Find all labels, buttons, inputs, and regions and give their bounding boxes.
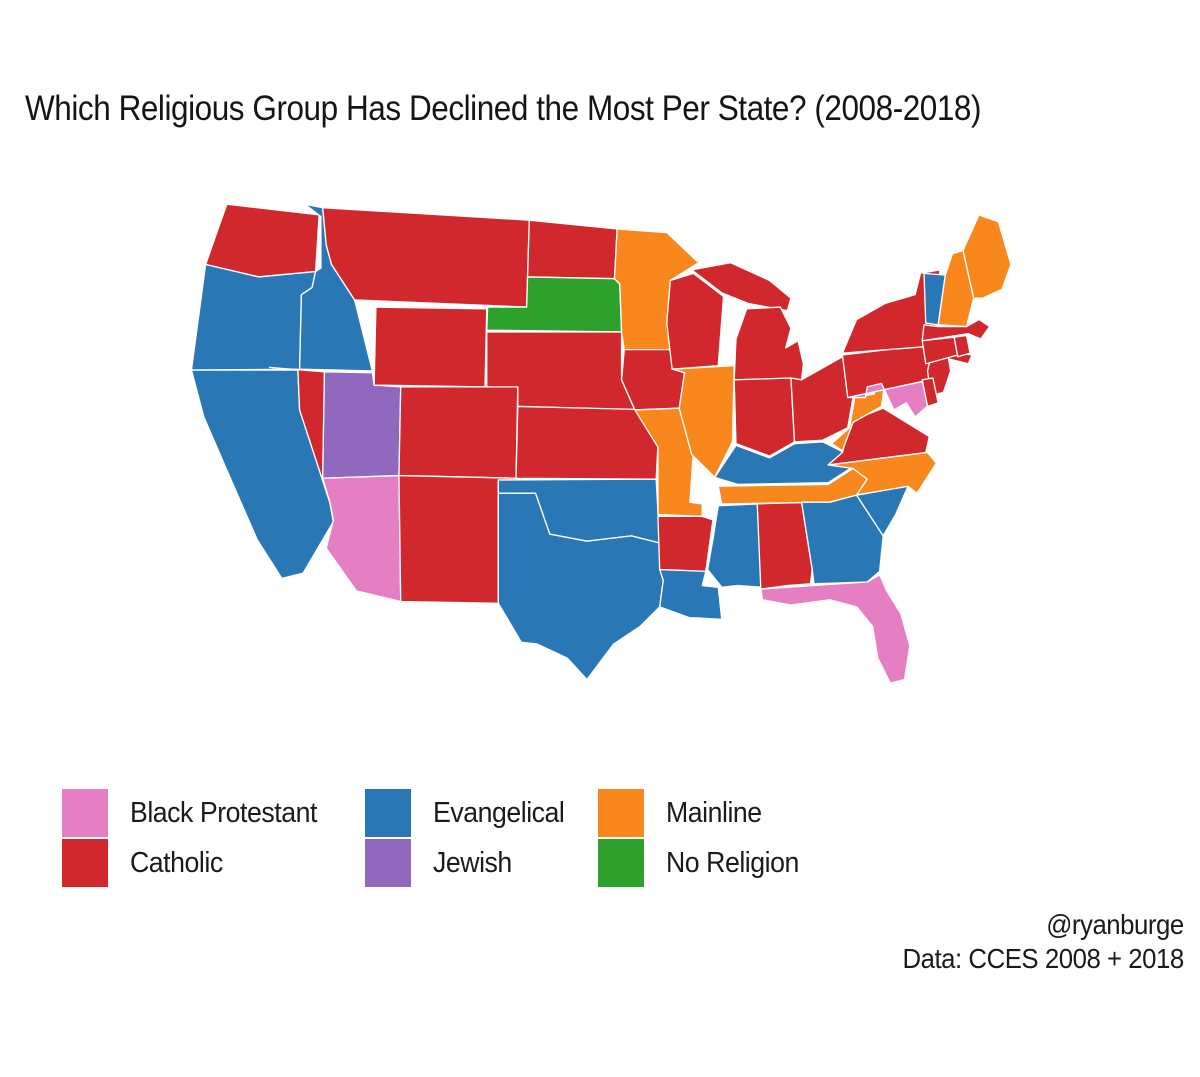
legend-label: Evangelical	[433, 796, 565, 829]
legend-label: Catholic	[130, 846, 223, 879]
legend-label: Mainline	[666, 796, 762, 829]
state-LA	[659, 568, 723, 620]
state-OR	[190, 263, 317, 371]
attribution-source: Data: CCES 2008 + 2018	[902, 943, 1185, 974]
legend-label: No Religion	[666, 846, 799, 879]
state-AR	[657, 515, 714, 573]
legend-label: Jewish	[433, 846, 512, 879]
legend-label: Black Protestant	[130, 796, 317, 829]
state-KS	[515, 405, 661, 480]
legend-swatch-black-protestant	[61, 788, 109, 838]
state-UT	[322, 371, 402, 479]
state-GA	[800, 494, 884, 585]
state-ME	[962, 214, 1012, 299]
state-KY	[714, 441, 854, 486]
legend-item-mainline: Mainline	[597, 788, 810, 838]
state-IN	[733, 377, 796, 457]
state-AZ	[322, 474, 402, 603]
legend-swatch-catholic	[61, 838, 109, 888]
legend: Black Protestant Catholic Evangelical Je…	[0, 788, 1200, 890]
state-DE	[921, 377, 939, 408]
legend-item-evangelical: Evangelical	[364, 788, 576, 838]
attribution-handle: @ryanburge	[1046, 909, 1184, 940]
legend-swatch-evangelical	[364, 788, 412, 838]
page-title: Which Religious Group Has Declined the M…	[25, 89, 982, 129]
legend-swatch-no-religion	[597, 838, 645, 888]
state-CO	[398, 386, 519, 479]
legend-item-black-protestant: Black Protestant	[61, 788, 333, 838]
state-OH	[790, 356, 854, 443]
legend-swatch-mainline	[597, 788, 645, 838]
state-WA	[204, 203, 320, 278]
state-MI	[733, 306, 805, 381]
state-RI	[953, 334, 971, 358]
legend-column-2: Evangelical Jewish	[364, 788, 576, 888]
state-NC	[827, 451, 938, 496]
state-ND	[526, 219, 618, 280]
legend-item-jewish: Jewish	[364, 838, 576, 888]
state-MS	[706, 503, 764, 588]
legend-column-3: Mainline No Religion	[597, 788, 810, 888]
legend-item-catholic: Catholic	[61, 838, 333, 888]
legend-swatch-jewish	[364, 838, 412, 888]
us-map-container	[170, 190, 1035, 731]
state-MI	[690, 262, 792, 312]
state-FL	[760, 574, 911, 684]
state-WI	[666, 272, 725, 370]
legend-item-no-religion: No Religion	[597, 838, 810, 888]
us-map	[190, 203, 1012, 684]
legend-column-1: Black Protestant Catholic	[61, 788, 333, 888]
state-MT	[322, 207, 530, 308]
attribution: @ryanburge Data: CCES 2008 + 2018	[902, 908, 1185, 976]
state-WY	[373, 306, 488, 388]
